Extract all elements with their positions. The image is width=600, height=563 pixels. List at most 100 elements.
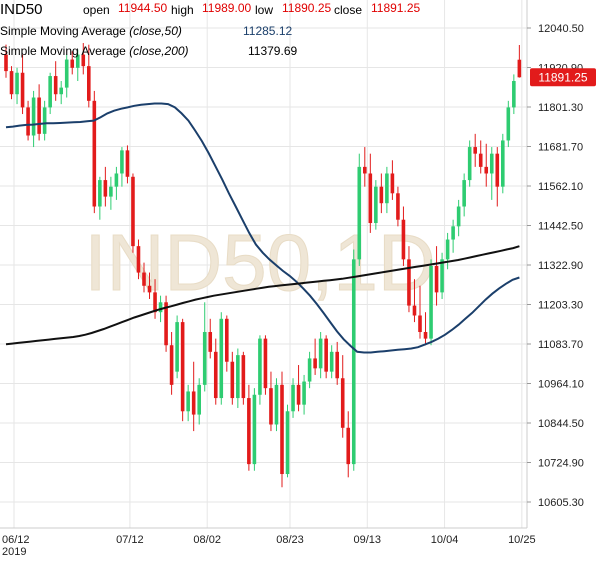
sma50-legend[interactable]: Simple Moving Average (close,50) bbox=[0, 24, 182, 38]
candle bbox=[274, 378, 279, 432]
candle bbox=[456, 199, 461, 237]
candle-body bbox=[15, 72, 19, 95]
candle bbox=[9, 66, 14, 100]
candle bbox=[37, 84, 41, 141]
candle bbox=[318, 332, 323, 379]
candle bbox=[340, 355, 345, 438]
candle bbox=[296, 365, 301, 412]
candle-body bbox=[390, 173, 395, 194]
close-label: close bbox=[334, 3, 363, 17]
sma200-value: 11379.69 bbox=[248, 44, 298, 58]
candle bbox=[31, 90, 36, 148]
candle-body bbox=[81, 54, 86, 67]
low-value: 11890.25 bbox=[282, 1, 332, 15]
watermark: IND50,1D bbox=[84, 218, 435, 307]
y-tick-label: 10964.10 bbox=[538, 379, 584, 391]
candle-body bbox=[489, 153, 494, 174]
candle bbox=[252, 388, 257, 471]
candle-body bbox=[75, 54, 80, 68]
x-tick-year-label: 2019 bbox=[2, 546, 26, 558]
candle-body bbox=[379, 186, 384, 204]
candle-body bbox=[208, 332, 213, 352]
x-tick-label: 09/13 bbox=[354, 534, 382, 546]
candle-body bbox=[175, 322, 179, 372]
y-tick-label: 11322.90 bbox=[538, 260, 583, 272]
candle-body bbox=[506, 107, 511, 141]
candle-body bbox=[4, 54, 8, 72]
candle bbox=[467, 140, 472, 187]
candle bbox=[125, 145, 130, 184]
candle bbox=[131, 173, 135, 253]
candle-body bbox=[258, 338, 262, 395]
candle-body bbox=[42, 107, 47, 134]
y-tick-label: 11442.50 bbox=[538, 221, 583, 233]
candle-body bbox=[180, 322, 185, 412]
candle-body bbox=[385, 173, 389, 204]
candle bbox=[75, 49, 80, 82]
candles bbox=[4, 43, 522, 488]
candle-body bbox=[247, 398, 251, 465]
candle-body bbox=[241, 355, 246, 399]
candle bbox=[335, 341, 339, 385]
candle-body bbox=[335, 351, 339, 379]
x-tick-label: 08/23 bbox=[276, 534, 304, 546]
candle bbox=[302, 374, 306, 415]
y-tick-label: 11801.30 bbox=[538, 102, 583, 114]
candle bbox=[506, 100, 511, 148]
candle-body bbox=[269, 388, 273, 425]
candle bbox=[357, 153, 362, 266]
candle bbox=[92, 90, 97, 214]
y-tick-label: 10605.30 bbox=[538, 497, 584, 509]
sma50-legend-params: (close,50) bbox=[129, 24, 182, 38]
candle bbox=[368, 153, 373, 233]
candle bbox=[440, 252, 444, 299]
y-tick-label: 11562.10 bbox=[538, 181, 583, 193]
x-tick-label: 07/12 bbox=[116, 534, 144, 546]
sma50-value: 11285.12 bbox=[243, 24, 293, 38]
candle bbox=[291, 378, 295, 418]
candle bbox=[269, 371, 273, 432]
candle bbox=[236, 348, 240, 408]
candle-body bbox=[440, 259, 444, 293]
last-price-label: 11891.25 bbox=[538, 70, 587, 84]
candle-body bbox=[467, 147, 472, 181]
candle-body bbox=[202, 332, 207, 385]
candle-body bbox=[512, 81, 516, 108]
candle-body bbox=[434, 265, 439, 293]
candle-body bbox=[307, 358, 312, 382]
y-tick-label: 11083.70 bbox=[538, 339, 583, 351]
sma200-legend[interactable]: Simple Moving Average (close,200) bbox=[0, 44, 189, 58]
candle bbox=[241, 351, 246, 405]
candle bbox=[20, 54, 25, 115]
low-label: low bbox=[255, 3, 274, 17]
candle-body bbox=[329, 351, 334, 372]
price-axis[interactable]: 12040.5011920.9011801.3011681.7011562.10… bbox=[527, 23, 584, 509]
candle-body bbox=[191, 391, 196, 415]
candle bbox=[401, 206, 406, 266]
candle-body bbox=[368, 173, 373, 224]
candle-body bbox=[109, 186, 113, 197]
candle-body bbox=[374, 186, 378, 224]
high-label: high bbox=[171, 3, 194, 17]
sma50-legend-prefix: Simple Moving Average bbox=[0, 24, 130, 38]
y-tick-label: 12040.50 bbox=[538, 23, 584, 35]
candle-body bbox=[291, 384, 295, 412]
candle-body bbox=[114, 173, 119, 187]
candle-body bbox=[412, 305, 417, 316]
x-tick-label: 10/25 bbox=[508, 534, 536, 546]
candle-body bbox=[70, 59, 75, 68]
candle bbox=[379, 173, 384, 214]
candle-body bbox=[20, 72, 25, 108]
candle bbox=[247, 384, 251, 471]
candle-body bbox=[158, 302, 163, 313]
sma200-legend-prefix: Simple Moving Average bbox=[0, 44, 130, 58]
candle-body bbox=[236, 355, 240, 399]
candle bbox=[208, 318, 213, 359]
candle-body bbox=[186, 391, 190, 412]
candle bbox=[42, 100, 47, 141]
candle-body bbox=[478, 153, 483, 167]
open-label: open bbox=[83, 3, 110, 17]
